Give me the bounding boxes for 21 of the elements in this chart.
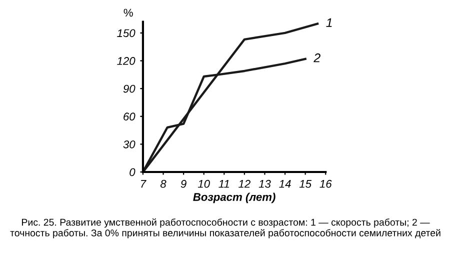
x-tick-label: 9 bbox=[180, 180, 186, 188]
x-tick-label: 11 bbox=[218, 180, 229, 188]
y-axis-title: % bbox=[124, 8, 133, 17]
x-axis-title: Возраст (лет) bbox=[193, 192, 276, 204]
y-tick-label: 0 bbox=[130, 168, 136, 176]
x-tick-label: 14 bbox=[279, 180, 291, 188]
x-tick-label: 12 bbox=[238, 180, 250, 188]
x-tick-label: 8 bbox=[160, 180, 166, 188]
series-label: 2 bbox=[314, 53, 320, 62]
x-tick-label: 15 bbox=[299, 180, 312, 188]
x-tick-label: 13 bbox=[258, 180, 271, 188]
x-tick-label: 16 bbox=[320, 180, 332, 188]
y-tick-label: 120 bbox=[117, 57, 136, 65]
x-tick-label: 10 bbox=[198, 180, 210, 188]
y-tick-label: 60 bbox=[124, 112, 136, 121]
y-tick-label: 150 bbox=[117, 29, 136, 38]
series-label: 1 bbox=[326, 18, 332, 27]
text: Рис. 25. Развитие умственной работоспособности с возрастом: 1 — скорость работы; 2 — точность работы. За 0% приняты величины показателей работоспособности семилетних детей bbox=[10, 218, 440, 238]
y-tick-label: 30 bbox=[123, 140, 136, 148]
x-tick-label: 7 bbox=[141, 180, 146, 188]
y-tick-label: 90 bbox=[123, 84, 136, 93]
